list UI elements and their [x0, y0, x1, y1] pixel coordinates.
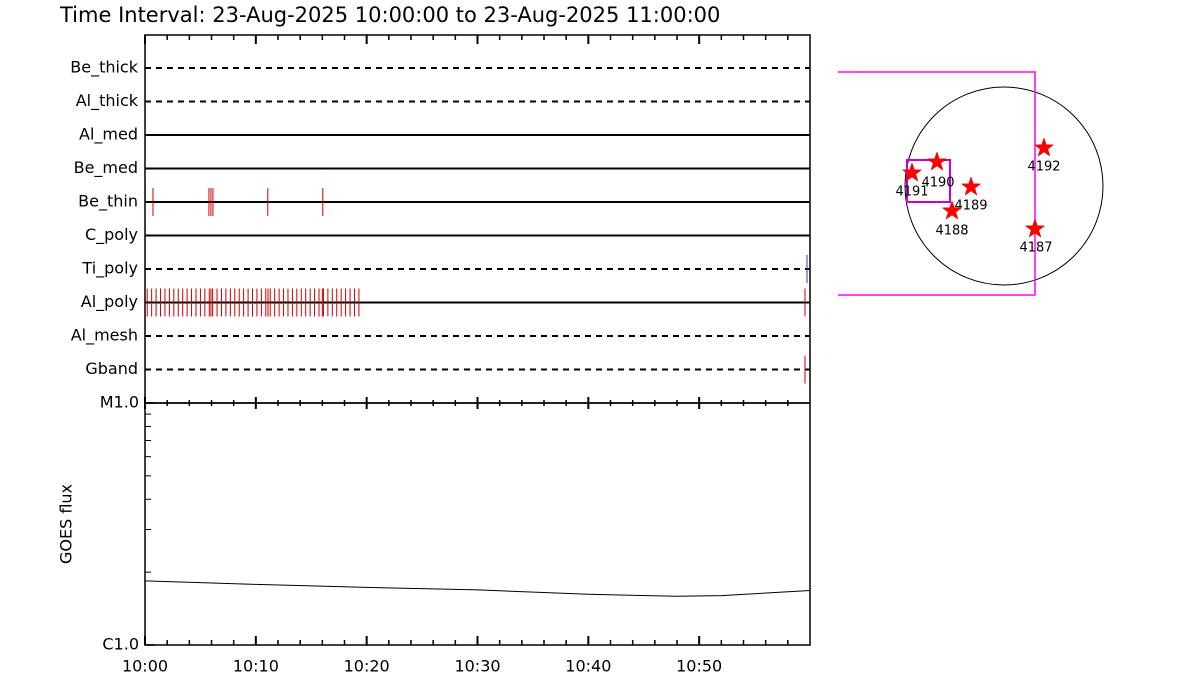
filter-label: Al_med [79, 125, 138, 145]
region: 4187 [1019, 218, 1053, 256]
title: Time Interval: 23-Aug-2025 10:00:00 to 2… [59, 3, 720, 27]
region-label: 4187 [1019, 241, 1052, 256]
region-label: 4192 [1027, 160, 1060, 175]
region: 4188 [935, 200, 969, 239]
x-tick-label: 10:00 [122, 657, 168, 676]
x-tick-label: 10:10 [233, 657, 279, 676]
y-axis-label: GOES flux [57, 484, 76, 564]
y-tick-label: C1.0 [102, 635, 139, 654]
filter-label: C_poly [85, 225, 138, 245]
sub-field [906, 159, 951, 203]
filter-panel [144, 34, 811, 404]
filter-label: Ti_poly [81, 259, 138, 279]
filter-label: Be_thin [78, 192, 138, 212]
region: 4189 [954, 176, 988, 214]
x-tick-label: 10:20 [344, 657, 390, 676]
filter-label: Al_thick [76, 91, 139, 111]
filter-label: Be_med [74, 158, 138, 178]
goes-panel [144, 402, 811, 646]
field-of-view [838, 71, 1036, 296]
filter-label: Be_thick [70, 58, 138, 78]
region-label: 4190 [921, 176, 954, 191]
goes-curve [144, 580, 811, 597]
region-label: 4188 [935, 224, 968, 239]
x-tick-label: 10:40 [565, 657, 611, 676]
region: 4191 [895, 162, 929, 200]
filter-label: Gband [85, 359, 138, 378]
solar-disk [904, 86, 1104, 286]
y-tick-label: M1.0 [100, 393, 139, 412]
filter-label: Al_mesh [71, 326, 138, 346]
x-tick-label: 10:30 [454, 657, 500, 676]
region-label: 4191 [895, 185, 928, 200]
region: 4190 [921, 151, 955, 191]
x-tick-label: 10:50 [676, 657, 722, 676]
region: 4192 [1027, 137, 1061, 175]
filter-label: Al_poly [81, 292, 138, 312]
region-label: 4189 [954, 199, 987, 214]
context-map: 4191 4190 4189 4188 4192 4187 [838, 71, 1104, 296]
